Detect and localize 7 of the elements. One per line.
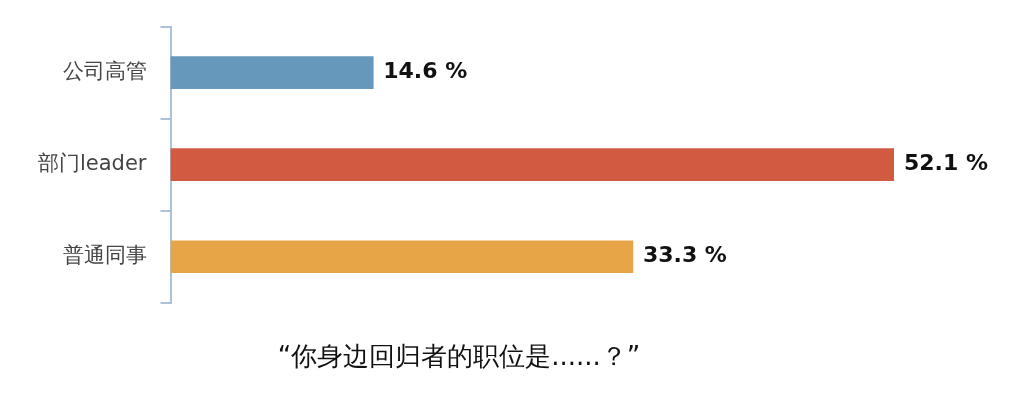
y-tick-label: 普通同事 [62,243,147,268]
y-tick-label: 公司高管 [62,59,147,84]
data-label: 14.6 % [383,58,468,84]
text: “你身边回归者的职位是......？” [277,341,641,372]
data-label: 52.1 % [904,150,988,176]
data-label: 33.3 % [642,242,727,268]
y-tick-label: 部门leader [37,151,147,176]
